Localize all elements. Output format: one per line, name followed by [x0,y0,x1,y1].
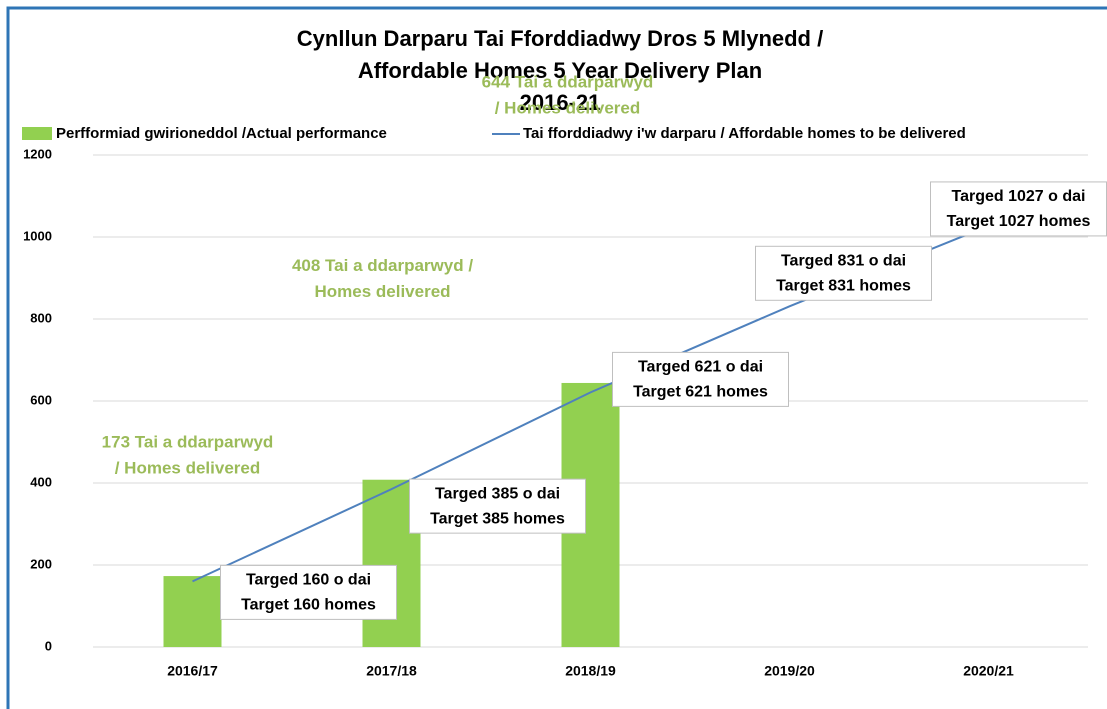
target-callout [755,245,932,301]
x-tick-label: 2016/17 [167,663,218,679]
chart-title: Cynllun Darparu Tai Fforddiadwy Dros 5 M… [297,26,823,51]
bar-value-label: Homes delivered [314,282,450,301]
target-label: Targed 831 o dai [781,253,906,270]
bar-value-label: / Homes delivered [115,459,261,478]
target-label: Target 385 homes [430,510,565,527]
x-tick-label: 2018/19 [565,663,616,679]
y-tick-label: 600 [30,392,52,407]
target-label: Targed 1027 o dai [952,188,1086,205]
legend-swatch [22,127,52,140]
y-tick-label: 0 [45,638,52,653]
bar [163,576,222,647]
target-label: Target 1027 homes [947,213,1091,230]
target-label: Targed 385 o dai [435,485,560,502]
x-tick-label: 2019/20 [764,663,815,679]
legend-label: Perfformiad gwirioneddol /Actual perform… [56,125,387,142]
target-label: Targed 160 o dai [246,572,371,589]
legend-label: Tai fforddiadwy i'w darparu / Affordable… [523,125,966,142]
y-tick-label: 1200 [23,146,52,161]
target-callout [612,351,789,407]
target-callout [220,564,397,620]
chart-title: 2016-21 [520,90,601,115]
bar-value-label: 644 Tai a ddarparwyd [482,72,654,91]
bar-value-label: / Homes delivered [495,98,641,117]
target-callout [409,478,586,534]
y-tick-label: 1000 [23,228,52,243]
chart-title: Affordable Homes 5 Year Delivery Plan [358,58,762,83]
y-tick-label: 800 [30,310,52,325]
target-label: Target 621 homes [633,384,768,401]
bar-value-label: 408 Tai a ddarparwyd / [292,256,473,275]
target-label: Targed 621 o dai [638,359,763,376]
target-label: Target 160 homes [241,597,376,614]
y-tick-label: 400 [30,474,52,489]
target-callout [930,181,1107,237]
x-tick-label: 2020/21 [963,663,1014,679]
x-tick-label: 2017/18 [366,663,417,679]
bar-value-label: 173 Tai a ddarparwyd [102,433,274,452]
y-tick-label: 200 [30,556,52,571]
target-label: Target 831 homes [776,278,911,295]
